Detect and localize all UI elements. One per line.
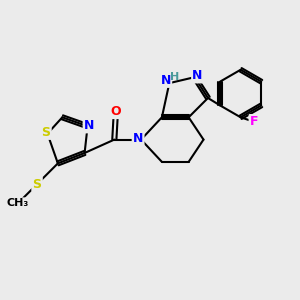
Text: O: O (110, 105, 121, 118)
Text: S: S (33, 178, 42, 191)
Text: H: H (170, 72, 179, 82)
Text: N: N (160, 74, 171, 87)
Text: N: N (84, 119, 94, 132)
Text: N: N (192, 69, 203, 82)
Text: N: N (133, 132, 143, 145)
Text: CH₃: CH₃ (7, 199, 29, 208)
Text: S: S (41, 126, 50, 139)
Text: F: F (250, 115, 258, 128)
